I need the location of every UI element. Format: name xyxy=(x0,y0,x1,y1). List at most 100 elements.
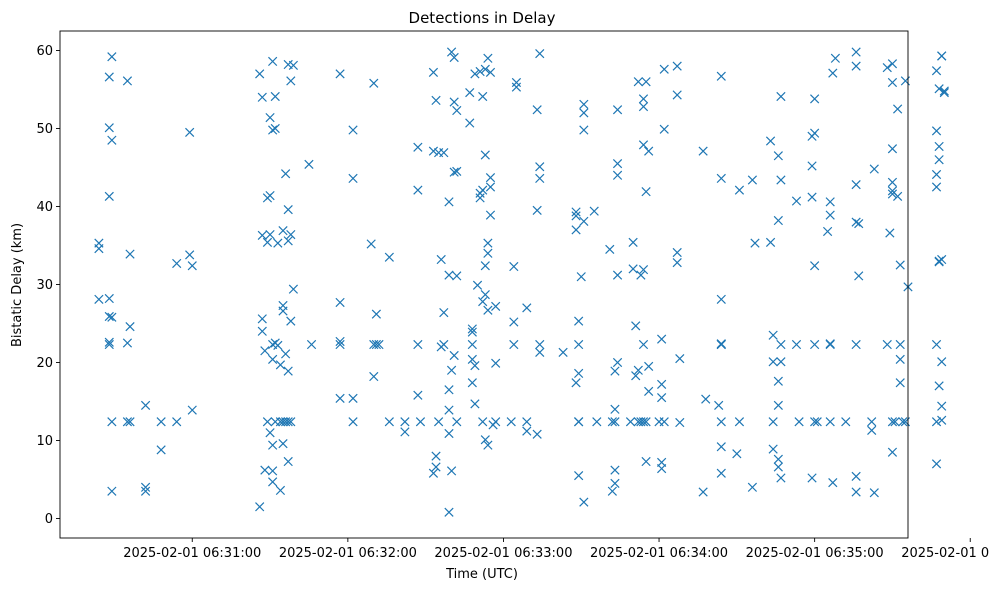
detection-marker xyxy=(413,185,423,195)
detection-marker xyxy=(867,417,877,427)
detection-marker xyxy=(810,94,820,104)
detection-marker xyxy=(452,271,462,281)
detection-marker xyxy=(574,470,584,481)
x-tick-label: 2025-02-01 06:32:00 xyxy=(279,546,417,561)
detection-marker xyxy=(734,417,745,427)
detection-marker xyxy=(428,468,439,478)
detection-marker xyxy=(428,67,439,77)
detection-marker xyxy=(470,69,480,79)
detection-marker xyxy=(574,316,584,326)
detection-marker xyxy=(825,417,835,427)
detection-marker xyxy=(791,339,802,350)
detection-marker xyxy=(278,438,288,449)
detection-marker xyxy=(812,417,822,427)
y-tick-label: 40 xyxy=(36,200,53,215)
detection-marker xyxy=(768,444,778,454)
detection-marker xyxy=(612,270,623,280)
detection-marker xyxy=(558,347,568,357)
detection-marker xyxy=(478,185,488,195)
detection-marker xyxy=(776,91,786,102)
detection-marker xyxy=(255,502,265,512)
detection-marker xyxy=(807,473,817,483)
detection-marker xyxy=(480,150,490,160)
detection-marker xyxy=(937,51,947,61)
detection-marker xyxy=(278,226,288,236)
detection-marker xyxy=(470,399,480,409)
detection-marker xyxy=(286,316,296,326)
detection-marker xyxy=(825,339,835,349)
y-axis: 0 10 20 30 40 50 60 xyxy=(36,44,60,527)
detection-marker xyxy=(810,261,820,271)
detection-marker xyxy=(187,261,197,271)
detection-marker xyxy=(260,465,270,475)
detection-marker xyxy=(672,247,682,258)
detection-marker xyxy=(275,485,286,496)
x-tick-label: 2025-02-01 06:34:00 xyxy=(590,546,728,561)
detection-marker xyxy=(255,69,265,79)
detection-marker xyxy=(480,64,490,74)
detection-marker xyxy=(172,417,182,427)
detection-marker xyxy=(773,215,783,226)
detection-marker xyxy=(672,90,682,100)
detection-marker xyxy=(807,192,817,202)
y-tick-label: 10 xyxy=(36,434,53,449)
detection-marker xyxy=(444,270,454,280)
detection-marker xyxy=(931,66,942,76)
detection-marker xyxy=(522,426,532,436)
detection-marker xyxy=(851,471,861,482)
detection-marker xyxy=(384,417,394,427)
detection-marker xyxy=(491,358,501,368)
detection-marker xyxy=(822,226,833,237)
detection-marker xyxy=(607,486,617,496)
detection-marker xyxy=(452,105,462,116)
detection-marker xyxy=(675,417,685,428)
detection-marker xyxy=(937,415,947,425)
detection-marker xyxy=(485,67,496,77)
detection-marker xyxy=(532,205,542,216)
detection-marker xyxy=(273,238,283,248)
detection-marker xyxy=(156,445,166,455)
detection-marker xyxy=(475,193,485,203)
detection-marker xyxy=(275,360,286,370)
detection-marker xyxy=(895,260,905,270)
detection-marker xyxy=(491,301,501,311)
detection-marker xyxy=(574,417,584,427)
detection-marker xyxy=(140,482,151,492)
detection-marker xyxy=(104,72,114,82)
detection-marker xyxy=(509,261,519,272)
detection-marker xyxy=(335,69,345,79)
detection-marker xyxy=(348,173,358,184)
y-tick-label: 50 xyxy=(36,122,53,137)
detection-marker xyxy=(698,487,708,497)
detection-marker xyxy=(610,404,620,414)
detection-marker xyxy=(483,440,493,450)
detection-marker xyxy=(491,417,501,427)
detection-marker xyxy=(104,337,114,347)
detection-marker xyxy=(887,59,898,69)
detection-marker xyxy=(452,417,462,427)
detection-marker xyxy=(413,339,423,350)
detection-marker xyxy=(607,417,617,427)
detection-marker xyxy=(579,497,589,507)
detection-marker xyxy=(467,327,477,337)
detection-marker xyxy=(475,66,485,77)
detection-marker xyxy=(449,167,459,177)
detection-marker xyxy=(270,123,280,134)
detection-marker xyxy=(841,417,851,427)
detection-marker xyxy=(882,339,892,350)
detection-marker xyxy=(605,244,615,255)
detection-marker xyxy=(304,159,314,170)
detection-marker xyxy=(156,417,166,427)
detection-marker xyxy=(776,357,786,367)
detection-marker xyxy=(893,104,903,114)
detection-marker xyxy=(335,339,345,350)
detection-marker xyxy=(895,378,905,388)
detection-marker xyxy=(825,197,835,207)
detection-marker xyxy=(122,338,133,348)
detection-marker xyxy=(659,64,669,74)
detection-marker xyxy=(610,478,620,489)
detection-marker xyxy=(716,417,726,427)
detection-marker xyxy=(125,321,135,332)
x-axis-label: Time (UTC) xyxy=(445,567,518,582)
